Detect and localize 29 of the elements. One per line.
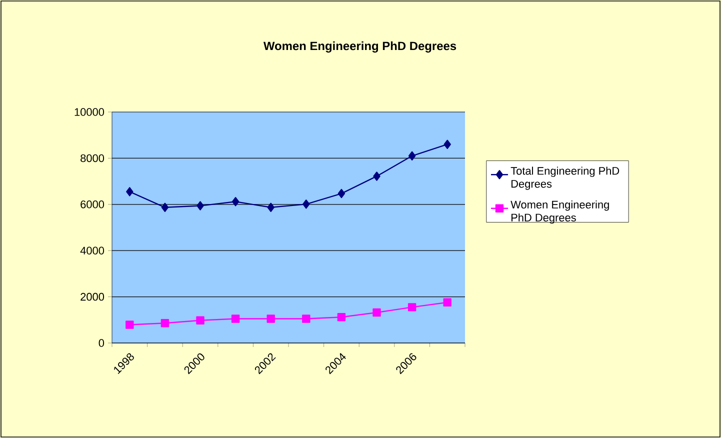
point (126, 187, 134, 196)
point (444, 140, 451, 149)
point (126, 320, 134, 329)
point (302, 200, 310, 209)
y-tick-label: 10000 (74, 108, 104, 116)
point (196, 316, 204, 324)
point (196, 201, 204, 210)
y-tick-label: 4000 (80, 246, 104, 254)
point (443, 298, 452, 306)
point (267, 202, 274, 212)
point (373, 172, 380, 181)
point (302, 314, 310, 323)
y-tick-label: 6000 (80, 200, 104, 208)
point (408, 303, 416, 312)
point (337, 313, 346, 322)
legend-label: Women Engineering PhD Degrees (510, 200, 609, 224)
y-tick-label: 0 (98, 339, 104, 347)
point (266, 314, 275, 323)
point (408, 151, 416, 160)
y-tick-label: 2000 (80, 292, 104, 301)
point (232, 197, 240, 206)
chart-title: Women Engineering PhD Degrees (263, 41, 456, 53)
point (372, 308, 381, 317)
y-tick-label: 8000 (80, 154, 104, 162)
point (161, 202, 169, 212)
legend-label: Total Engineering PhD Degrees (510, 166, 620, 190)
point (160, 319, 170, 328)
point (338, 188, 346, 198)
point (231, 314, 240, 323)
